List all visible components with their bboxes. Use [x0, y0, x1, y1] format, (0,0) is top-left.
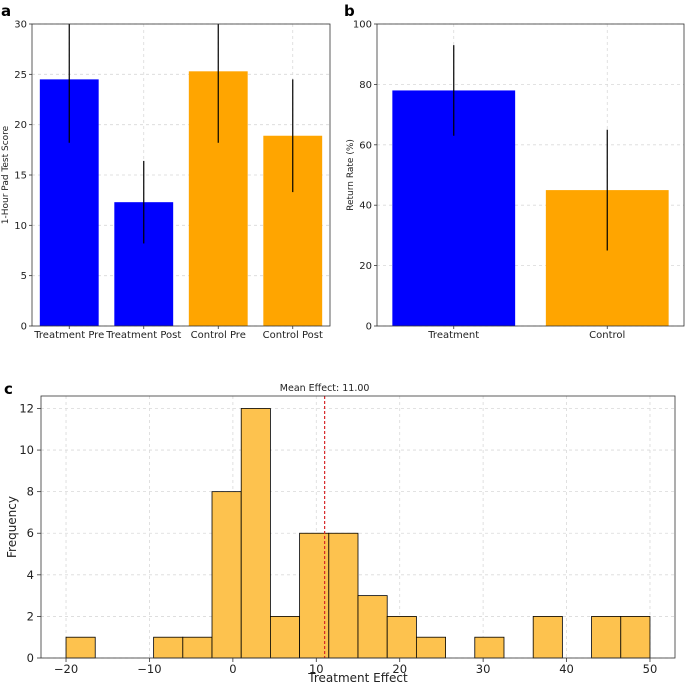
y-tick-label: 25	[14, 70, 27, 81]
histogram-bar	[182, 636, 213, 659]
y-axis-label: Frequency	[5, 496, 19, 558]
histogram-bar	[415, 636, 446, 659]
y-tick-label: 80	[359, 80, 372, 91]
x-tick-label: Control Post	[263, 330, 323, 341]
y-tick-label: 0	[27, 651, 34, 665]
histogram-bar	[270, 616, 301, 659]
y-tick-label: 10	[14, 221, 27, 232]
y-axis-label: Return Rate (%)	[346, 139, 356, 211]
x-tick-label: Treatment	[427, 330, 479, 341]
x-tick-label: Treatment Post	[105, 330, 181, 341]
y-tick-label: 0	[366, 322, 372, 333]
y-axis-label: 1-Hour Pad Test Score	[1, 125, 11, 224]
y-tick-label: 5	[21, 271, 27, 282]
histogram-bar	[474, 636, 505, 659]
y-tick-label: 20	[14, 120, 27, 131]
panel-c-histogram: Mean Effect: 11.00 −20 −10 0 10 20 30 40 50 0 2 4 6 8…	[5, 383, 676, 685]
histogram-bar	[299, 532, 330, 659]
y-tick-label: 8	[27, 485, 34, 499]
histogram-bar	[240, 408, 271, 659]
histogram-bar	[532, 616, 563, 659]
y-tick-label: 10	[19, 443, 34, 457]
x-tick-label: Control	[589, 330, 625, 341]
y-tick-label: 4	[27, 568, 34, 582]
histogram-bar	[211, 491, 242, 659]
y-tick-label: 6	[27, 526, 34, 540]
y-tick-label: 40	[359, 201, 372, 212]
panel-letter-b: b	[344, 2, 355, 20]
panel-letter-c: c	[4, 380, 13, 398]
histogram-bar	[357, 595, 388, 659]
x-tick-label: Treatment Pre	[33, 330, 104, 341]
y-tick-label: 20	[359, 261, 372, 272]
x-tick-label: −10	[137, 662, 161, 676]
y-tick-label: 60	[359, 140, 372, 151]
x-tick-label: 50	[643, 662, 658, 676]
axes-frame	[31, 23, 331, 327]
x-tick-label: 20	[392, 662, 407, 676]
panel-letter-a: a	[1, 2, 11, 20]
x-tick-label: 0	[229, 662, 236, 676]
x-tick-label: 10	[309, 662, 324, 676]
y-tick-label: 0	[21, 322, 27, 333]
panel-b-bar-chart: Treatment Control 0 20 40 60 80 100 Return Rate …	[346, 20, 685, 341]
y-tick-label: 2	[27, 609, 34, 623]
x-tick-label: Control Pre	[191, 330, 246, 341]
x-tick-label: 40	[559, 662, 574, 676]
axes-frame	[376, 23, 685, 327]
axes-frame	[40, 395, 676, 659]
x-tick-label: −20	[54, 662, 78, 676]
y-tick-label: 30	[14, 20, 27, 31]
panel-a-bar-chart: Treatment Pre Treatment Post Control Pre Co…	[1, 20, 331, 341]
x-tick-label: 30	[476, 662, 491, 676]
mean-label: Mean Effect: 11.00	[280, 383, 370, 394]
histogram-bar	[328, 532, 359, 659]
histogram-bar	[386, 616, 417, 659]
histogram-bar	[591, 616, 622, 659]
histogram-bar	[65, 636, 96, 659]
y-tick-label: 100	[353, 20, 372, 31]
y-tick-label: 12	[19, 401, 34, 415]
histogram-bar	[620, 616, 651, 659]
histogram-bar	[153, 636, 184, 659]
x-axis-label: Treatment Effect	[307, 671, 408, 685]
y-tick-label: 15	[14, 171, 27, 182]
